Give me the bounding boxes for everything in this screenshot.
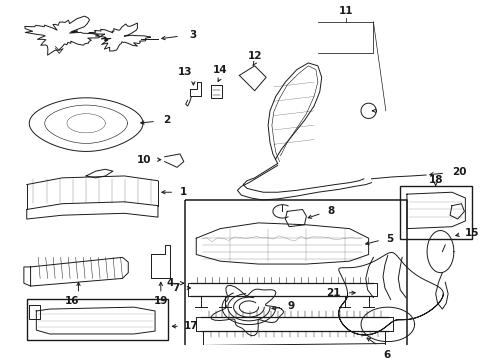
Text: 19: 19 [154, 296, 168, 306]
Text: 5: 5 [386, 234, 393, 244]
Text: 14: 14 [213, 66, 227, 75]
Text: 11: 11 [339, 6, 353, 16]
Text: 18: 18 [428, 175, 443, 185]
Text: 1: 1 [180, 187, 187, 197]
Bar [185, 200, 407, 360]
Bar [400, 186, 472, 239]
Text: 21: 21 [326, 288, 341, 298]
Text: 6: 6 [383, 350, 390, 360]
Text: 15: 15 [465, 228, 479, 238]
Text: 20: 20 [452, 167, 466, 177]
Text: 10: 10 [137, 155, 151, 165]
Text: 17: 17 [184, 321, 198, 331]
Text: 13: 13 [177, 67, 192, 77]
Text: 4: 4 [167, 278, 174, 288]
Text: 7: 7 [172, 283, 180, 293]
Text: 8: 8 [327, 206, 335, 216]
Text: 12: 12 [247, 51, 262, 61]
Text: 16: 16 [65, 296, 79, 306]
Text: 2: 2 [163, 116, 170, 125]
Text: 9: 9 [287, 301, 294, 311]
Text: 3: 3 [190, 30, 197, 40]
Bar [27, 300, 169, 340]
